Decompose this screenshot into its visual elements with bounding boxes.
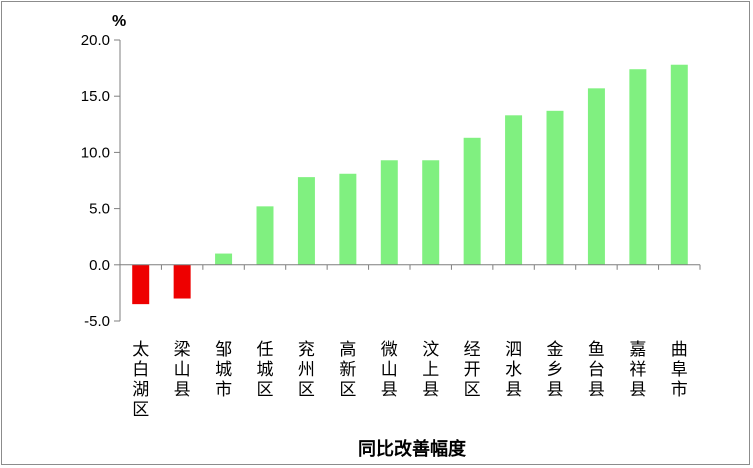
bar (173, 264, 191, 299)
bar (505, 115, 523, 265)
bar (256, 206, 274, 265)
bar (380, 160, 398, 265)
category-label: 高新区 (339, 340, 356, 400)
bars (132, 64, 688, 305)
category-label: 邹城市 (215, 340, 232, 400)
y-tick-label: 20.0 (81, 32, 110, 49)
y-tick-label: 10.0 (81, 144, 110, 161)
y-tick-label: 0.0 (89, 257, 110, 274)
y-axis-label: % (112, 13, 126, 30)
bar (422, 160, 440, 265)
bar (463, 137, 481, 265)
y-tick-label: 15.0 (81, 88, 110, 105)
category-label: 嘉祥县 (629, 340, 646, 400)
category-label: 泗水县 (505, 340, 522, 400)
y-tick-label: 5.0 (89, 201, 110, 218)
category-label: 曲阜市 (671, 340, 688, 400)
category-label: 兖州区 (298, 340, 315, 400)
bar (215, 253, 233, 265)
category-label: 汶上县 (422, 340, 439, 400)
category-labels: 太白湖区 梁山县 邹城市 任城区 兖州区 高新区 微山县 汶上县 经开区 泗水县 金乡县 鱼台县 嘉祥县… (132, 340, 688, 420)
bar (297, 177, 315, 265)
bar (546, 110, 564, 265)
category-label: 任城区 (257, 340, 274, 400)
bar (629, 69, 647, 265)
category-label: 经开区 (464, 340, 481, 400)
y-tick-label: -5.0 (84, 313, 110, 330)
category-label: 太白湖区 (132, 340, 149, 420)
bar (132, 264, 150, 305)
bar (587, 88, 605, 265)
bar (670, 64, 688, 265)
bar (339, 173, 357, 265)
y-axis: 20.0 15.0 10.0 5.0 0.0 -5.0 (81, 32, 121, 330)
x-axis-label: 同比改善幅度 (358, 438, 467, 460)
x-axis (119, 264, 701, 270)
category-label: 微山县 (381, 340, 398, 400)
category-label: 梁山县 (174, 340, 191, 400)
category-label: 金乡县 (547, 340, 564, 400)
category-label: 鱼台县 (588, 340, 605, 400)
